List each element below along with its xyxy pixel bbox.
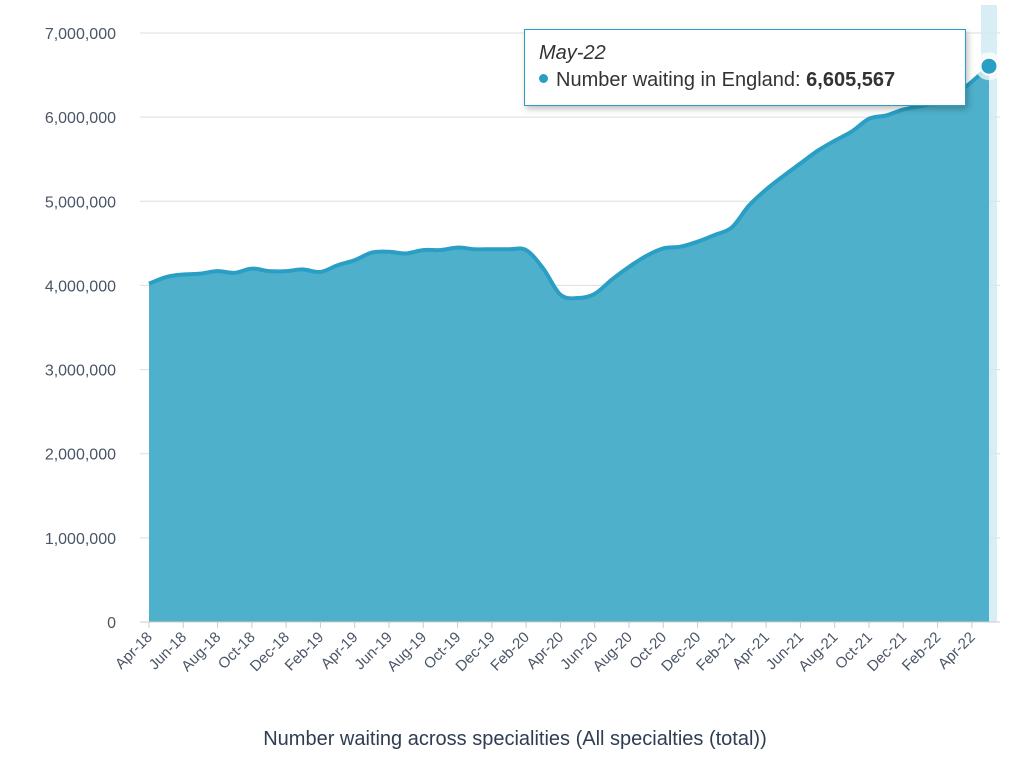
x-tick-label: Feb-21 — [693, 629, 739, 675]
y-tick-label: 1,000,000 — [45, 531, 116, 548]
tooltip-value: 6,605,567 — [806, 69, 896, 91]
series-area — [149, 66, 989, 622]
data-tooltip: May-22 Number waiting in England: 6,605,… — [524, 29, 966, 106]
x-tick-label: Aug-21 — [795, 629, 841, 675]
x-tick-label: Feb-20 — [487, 629, 533, 675]
x-tick-label: Aug-20 — [590, 629, 636, 675]
x-tick-label: Aug-18 — [178, 629, 224, 675]
tooltip-date: May-22 — [539, 42, 606, 64]
x-tick-label: Apr-22 — [935, 629, 979, 673]
y-tick-label: 7,000,000 — [45, 26, 116, 43]
x-tick-label: Feb-22 — [899, 629, 945, 675]
y-tick-label: 2,000,000 — [45, 447, 116, 464]
y-tick-label: 6,000,000 — [45, 110, 116, 127]
x-axis-title: Number waiting across specialities (All … — [263, 728, 767, 750]
tooltip-row: Number waiting in England: 6,605,567 — [539, 66, 951, 94]
y-tick-label: 4,000,000 — [45, 278, 116, 295]
y-tick-label: 0 — [107, 615, 116, 632]
series-dot-icon — [539, 74, 548, 84]
tooltip-series-label: Number waiting in England: — [556, 69, 801, 91]
hover-point — [979, 56, 999, 76]
y-tick-label: 5,000,000 — [45, 194, 116, 211]
x-tick-label: Feb-19 — [282, 629, 328, 675]
y-tick-label: 3,000,000 — [45, 363, 116, 380]
series-line — [148, 64, 991, 301]
x-tick-label: Aug-19 — [384, 629, 430, 675]
